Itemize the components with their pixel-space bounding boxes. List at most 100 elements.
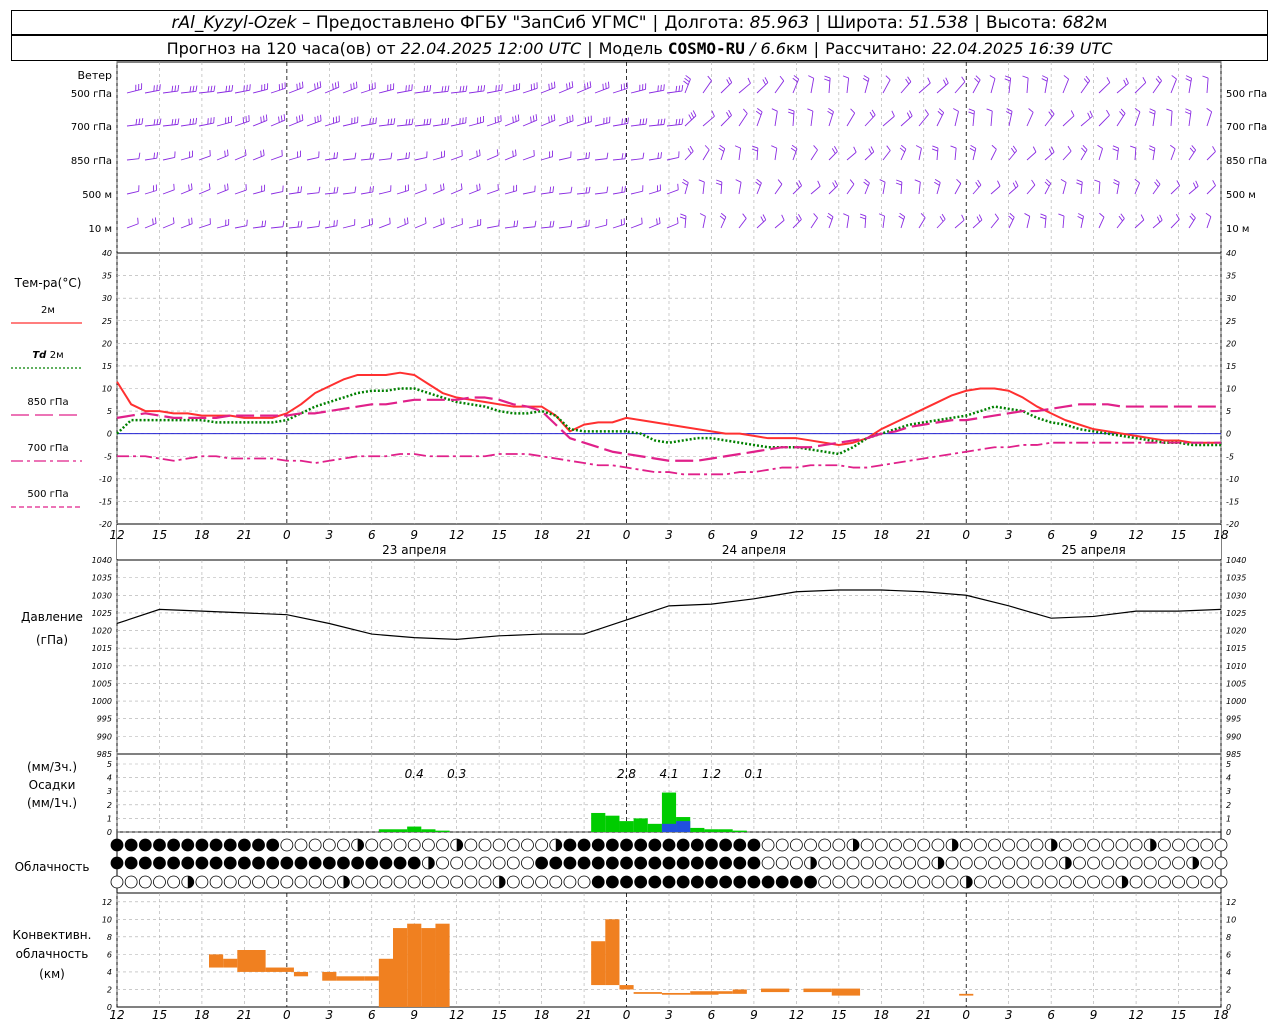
cloud-symbol	[365, 856, 379, 870]
convective-bar	[393, 928, 408, 1007]
wind-barb-flag	[735, 179, 742, 183]
cloud-symbol	[1101, 838, 1115, 852]
cloud-symbol	[153, 875, 166, 889]
wind-barb	[1134, 82, 1147, 94]
wind-barb-flag	[261, 220, 264, 227]
wind-barb-flag	[405, 152, 408, 159]
x-tick-bottom: 3	[665, 1008, 673, 1022]
wind-barb-flag	[678, 118, 681, 125]
convective-bar	[619, 985, 634, 990]
wind-barb-flag	[1048, 148, 1053, 155]
wind-barb-flag	[390, 152, 393, 159]
wind-barb	[648, 190, 661, 195]
wind-barb-flag	[301, 81, 304, 88]
wind-barb-flag	[624, 152, 627, 159]
cloud-symbol	[280, 875, 294, 889]
wind-barb	[180, 91, 196, 94]
wind-barb	[774, 80, 785, 94]
wind-barb-flag	[444, 118, 447, 125]
precip-tick-right: 3	[1226, 787, 1231, 796]
wind-barb-flag	[588, 219, 590, 226]
wind-barb	[1080, 149, 1088, 161]
wind-barb	[792, 111, 795, 127]
legend-label: Td 2м	[32, 350, 63, 361]
wind-barb-flag	[1031, 179, 1036, 186]
temp-tick-right: -5	[1226, 452, 1234, 461]
wind-barb	[396, 190, 409, 195]
convective-bar	[732, 989, 747, 994]
wind-barb-flag	[1192, 182, 1197, 189]
precip-total-label: 0.1	[744, 767, 763, 781]
wind-barb-flag	[337, 81, 340, 88]
cloud-symbol	[1073, 875, 1086, 889]
wind-barb-flag	[826, 215, 833, 220]
wind-barb	[1098, 216, 1105, 229]
cloud-symbol	[988, 838, 1001, 852]
wind-barb	[1134, 182, 1140, 195]
wind-barb-flag	[878, 213, 885, 217]
wind-barb	[882, 150, 891, 161]
wind-barb-flag	[264, 220, 267, 227]
precip-total-label: 0.4	[405, 767, 424, 781]
wind-barb	[324, 157, 337, 161]
wind-barb-flag	[943, 79, 947, 86]
wind-barb	[306, 120, 322, 127]
wind-barb	[1098, 114, 1110, 127]
temp-tick-left: 35	[102, 272, 112, 281]
wind-barb-flag	[1005, 111, 1012, 115]
cloud-symbol	[620, 875, 633, 889]
cloud-symbol	[719, 856, 733, 870]
cloud-symbol	[563, 856, 577, 870]
temp-tick-left: -15	[99, 497, 112, 506]
wind-barb	[468, 90, 484, 94]
temp-tick-right: -15	[1226, 497, 1239, 506]
wind-barb-flag	[548, 116, 550, 123]
wind-barb-flag	[278, 116, 280, 123]
wind-barb-flag	[720, 212, 727, 218]
precip-bar	[378, 829, 393, 832]
cloud-symbol	[1087, 856, 1101, 870]
wind-barb	[216, 90, 232, 94]
cloud-symbol	[1073, 838, 1086, 852]
cloud-symbol	[804, 875, 817, 889]
wind-barb-flag	[734, 145, 741, 149]
convective-bar	[761, 988, 790, 993]
wind-barb-flag	[817, 180, 821, 187]
wind-barb-flag	[442, 183, 445, 190]
cloud-symbol	[648, 856, 662, 870]
cloud-symbol	[478, 838, 492, 852]
wind-barb-flag	[685, 75, 691, 80]
wind-barb	[252, 190, 265, 195]
wind-barb-flag	[663, 84, 665, 91]
wind-barb	[1170, 148, 1176, 161]
cloud-symbol	[549, 875, 563, 889]
wind-barb	[846, 183, 855, 195]
wind-barb	[216, 155, 229, 161]
x-tick-bottom: 3	[1005, 1008, 1013, 1022]
wind-barb	[1206, 185, 1216, 195]
station-name: rAl_Kyzyl-Ozek	[171, 12, 297, 33]
cloud-symbol	[209, 838, 223, 852]
x-tick-temp: 9	[410, 528, 418, 542]
cloud-symbol	[705, 856, 718, 870]
wind-barb-flag	[262, 149, 265, 156]
wind-barb-flag	[191, 217, 193, 224]
wind-barb-flag	[751, 148, 758, 152]
cloud-symbol-half	[187, 876, 194, 888]
series-pressure	[116, 589, 1222, 640]
cloud-symbol	[124, 875, 138, 889]
cloud-symbol-half	[1065, 857, 1072, 869]
x-tick-bottom: 3	[325, 1008, 333, 1022]
wind-barb	[144, 190, 157, 195]
wind-barb	[864, 114, 876, 127]
wind-barb	[162, 157, 175, 161]
pressure-tick-right: 995	[1226, 715, 1241, 724]
wind-barb-flag	[932, 145, 939, 149]
wind-barb	[504, 120, 520, 127]
wind-barb-flag	[657, 119, 660, 126]
cloud-symbol-half	[937, 857, 944, 869]
wind-barb-flag	[1028, 108, 1034, 113]
wind-barb	[1152, 184, 1161, 195]
wind-barb-flag	[663, 118, 666, 125]
wind-barb-flag	[282, 220, 285, 227]
